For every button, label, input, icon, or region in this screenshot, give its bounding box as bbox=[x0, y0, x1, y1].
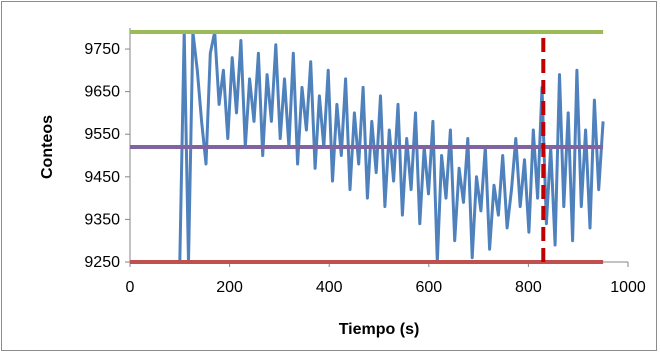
x-tick-label: 600 bbox=[415, 279, 442, 296]
y-tick-label: 9550 bbox=[84, 126, 120, 143]
x-ticks: 0 200 400 600 800 1000 bbox=[126, 262, 646, 296]
y-axis-title: Conteos bbox=[39, 115, 56, 179]
x-tick-label: 800 bbox=[515, 279, 542, 296]
y-ticks: 9250 9350 9450 9550 9650 9750 bbox=[84, 41, 130, 271]
x-tick-label: 200 bbox=[216, 279, 243, 296]
y-tick-label: 9450 bbox=[84, 169, 120, 186]
y-tick-label: 9250 bbox=[84, 254, 120, 271]
y-tick-label: 9350 bbox=[84, 211, 120, 228]
y-tick-label: 9650 bbox=[84, 84, 120, 101]
series-layer bbox=[130, 30, 605, 264]
x-tick-label: 1000 bbox=[610, 279, 646, 296]
y-tick-label: 9750 bbox=[84, 41, 120, 58]
x-axis-title: Tiempo (s) bbox=[339, 321, 420, 338]
x-tick-label: 0 bbox=[126, 279, 135, 296]
x-tick-label: 400 bbox=[316, 279, 343, 296]
